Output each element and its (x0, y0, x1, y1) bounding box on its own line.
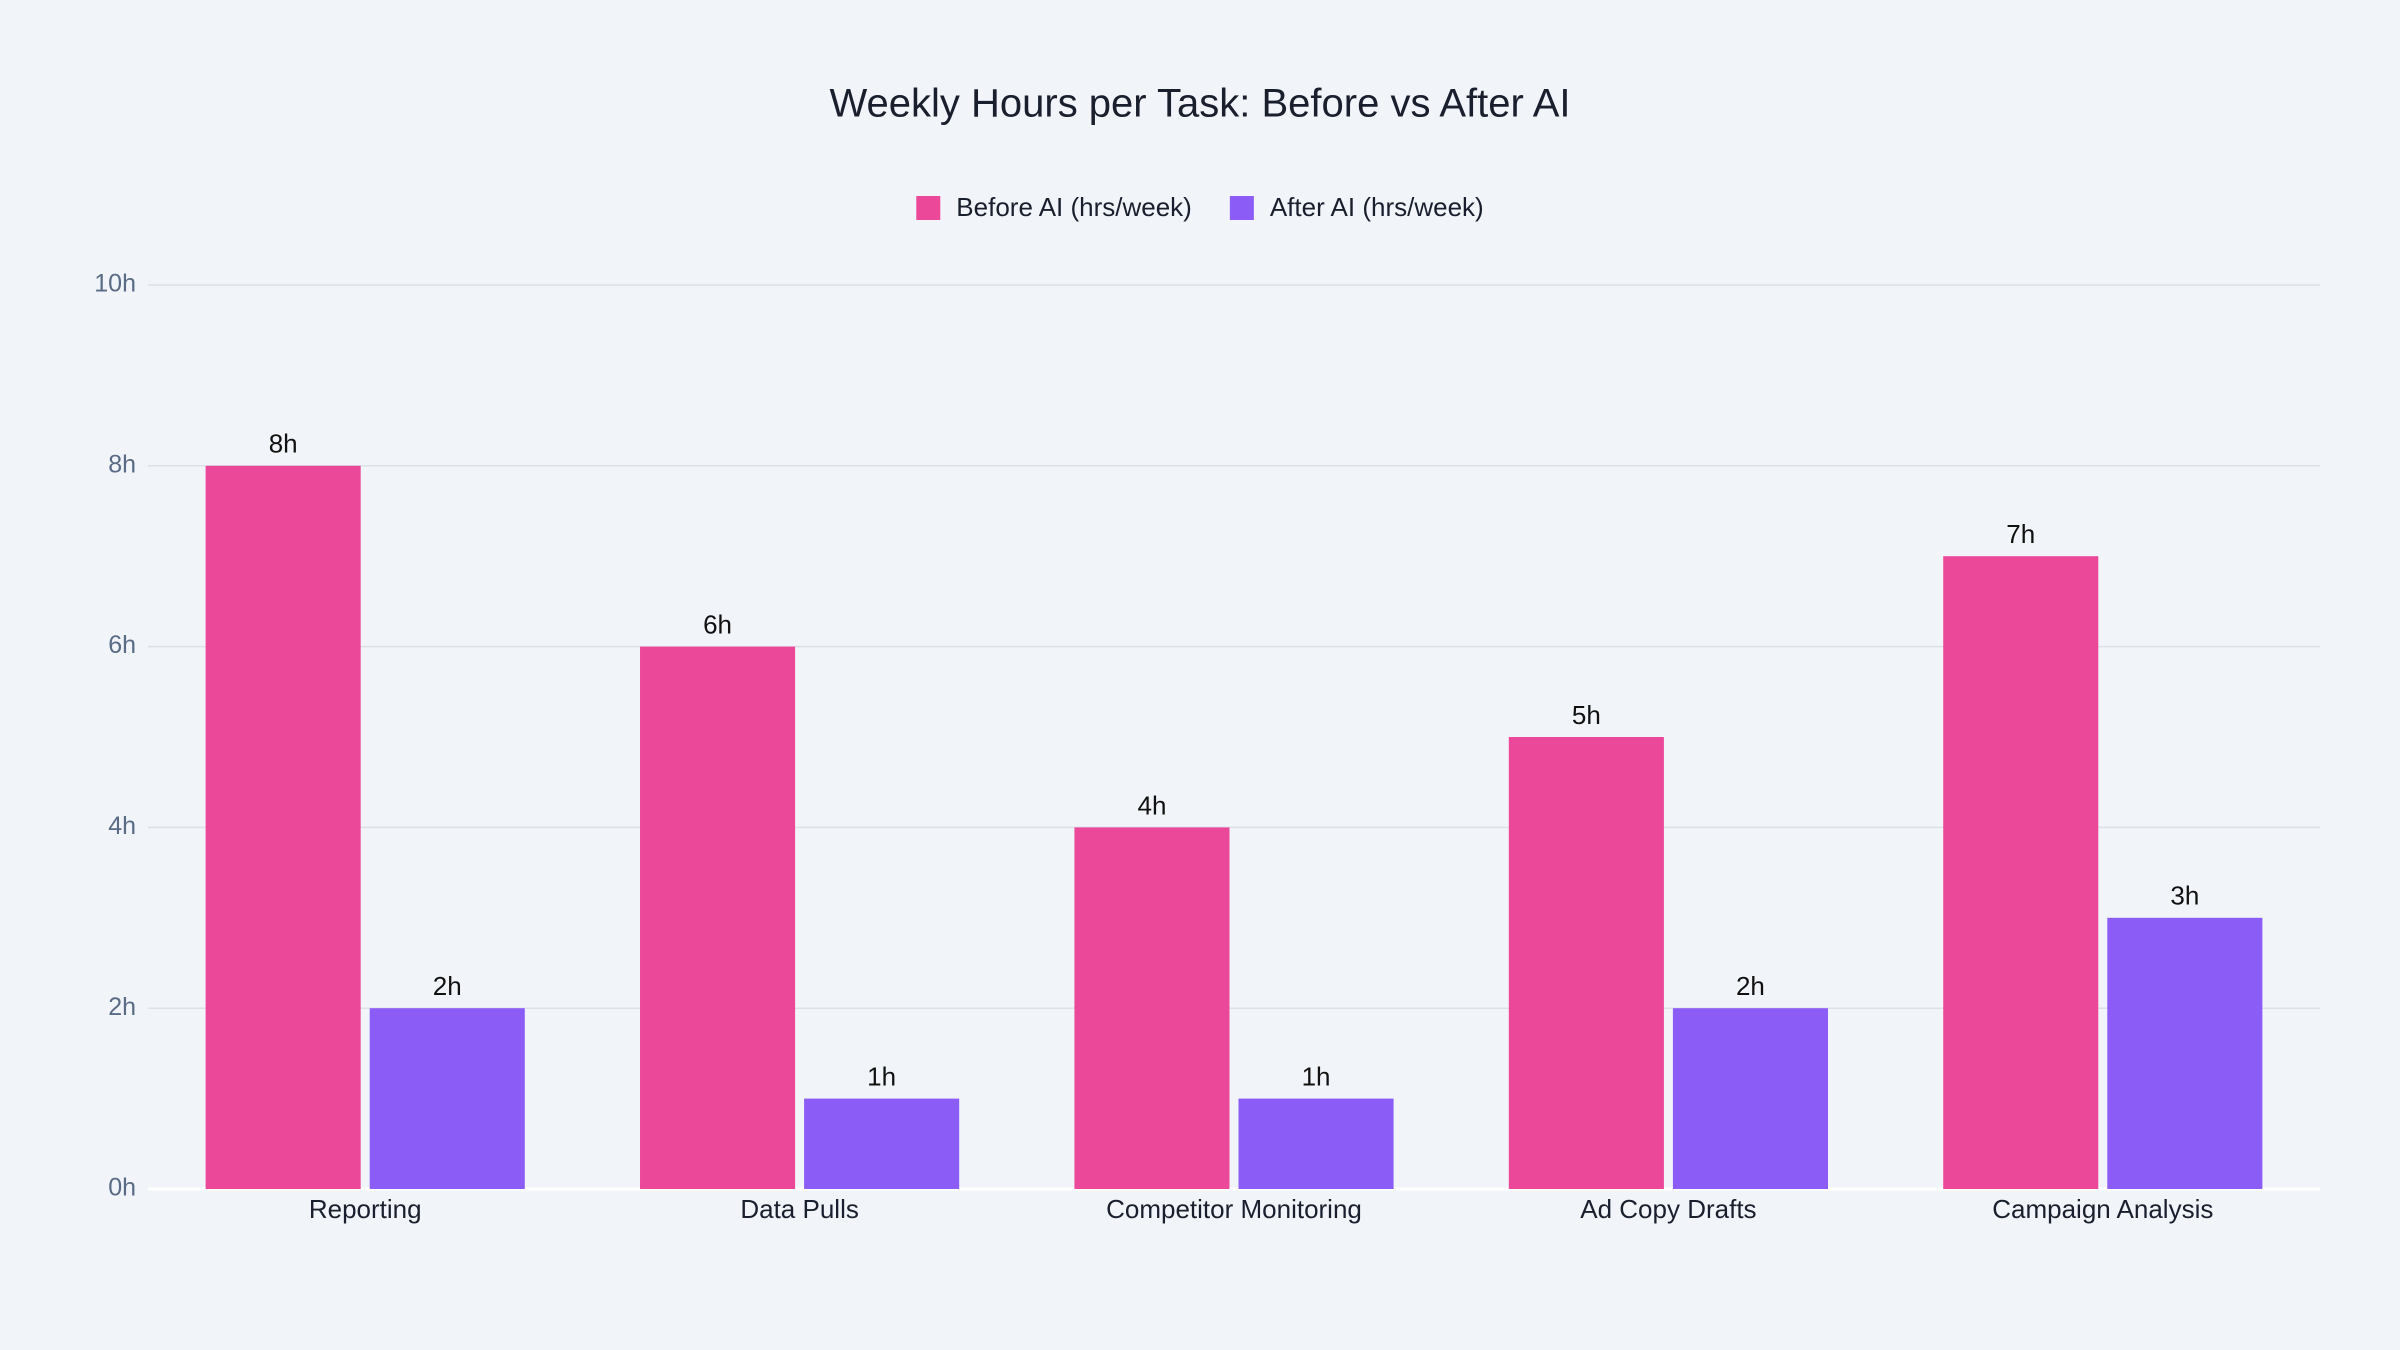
bar (369, 1008, 525, 1189)
value-label: 3h (2170, 881, 2199, 911)
x-tick-label: Data Pulls (740, 1194, 859, 1224)
y-tick-label: 6h (108, 631, 136, 659)
value-label: 8h (269, 429, 298, 459)
bar (640, 646, 796, 1189)
value-label: 1h (1302, 1061, 1331, 1091)
value-label: 6h (703, 609, 732, 639)
value-label: 7h (2006, 519, 2035, 549)
value-label: 2h (433, 971, 462, 1001)
y-tick-label: 2h (108, 993, 136, 1021)
bar (1074, 827, 1230, 1189)
legend-label: Before AI (hrs/week) (956, 192, 1192, 222)
bar (1943, 556, 2099, 1189)
value-label: 2h (1736, 971, 1765, 1001)
x-tick-label: Reporting (309, 1194, 422, 1224)
bar (1508, 737, 1664, 1189)
bar (1672, 1008, 1828, 1189)
x-tick-label: Ad Copy Drafts (1580, 1194, 1756, 1224)
legend-label: After AI (hrs/week) (1270, 192, 1484, 222)
y-tick-label: 8h (108, 450, 136, 478)
value-label: 1h (867, 1061, 896, 1091)
chart-title: Weekly Hours per Task: Before vs After A… (829, 82, 1570, 126)
x-tick-label: Competitor Monitoring (1106, 1194, 1362, 1224)
bar (205, 465, 361, 1189)
legend-swatch (916, 196, 941, 220)
y-tick-label: 10h (94, 270, 136, 298)
bar (1238, 1098, 1394, 1189)
bar (2107, 917, 2263, 1189)
bar (804, 1098, 960, 1189)
y-tick-label: 0h (108, 1174, 136, 1202)
x-tick-label: Campaign Analysis (1992, 1194, 2213, 1224)
y-tick-label: 4h (108, 812, 136, 840)
value-label: 5h (1572, 700, 1601, 730)
value-label: 4h (1137, 790, 1166, 820)
legend-swatch (1229, 196, 1254, 220)
